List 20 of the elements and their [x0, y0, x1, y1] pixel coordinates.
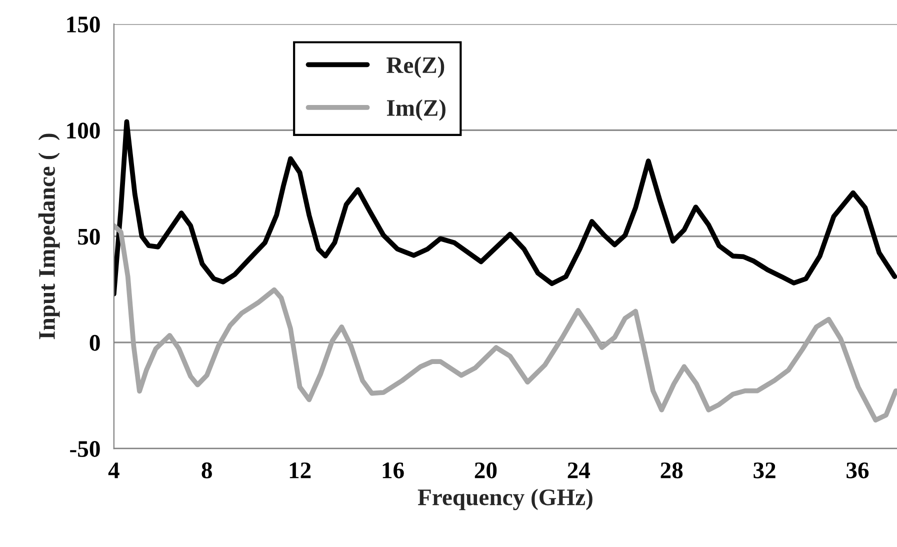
y-tick-label: -50 — [70, 441, 100, 457]
x-tick-label: 32 — [754, 462, 776, 478]
x-tick-label: 24 — [568, 462, 590, 478]
y-axis-title: Input Impedance ( ) — [38, 134, 60, 340]
y-tick-label: 50 — [78, 228, 100, 245]
line-series — [114, 223, 897, 423]
legend-label: Im(Z) — [386, 99, 446, 121]
x-tick-label: 12 — [290, 462, 311, 478]
x-tick-label: 16 — [382, 462, 404, 478]
y-tick-label: 150 — [67, 16, 100, 32]
line-series — [114, 119, 897, 296]
x-tick-label: 8 — [202, 462, 212, 478]
x-tick-label: 20 — [474, 462, 497, 478]
x-tick-label: 28 — [660, 462, 683, 478]
legend-label: Re(Z) — [386, 56, 444, 78]
y-tick-label: 0 — [90, 334, 100, 351]
y-tick-label: 100 — [67, 122, 100, 139]
x-tick-label: 36 — [846, 462, 869, 478]
x-tick-label: 4 — [108, 462, 120, 478]
x-axis-title: Frequency (GHz) — [418, 488, 592, 510]
